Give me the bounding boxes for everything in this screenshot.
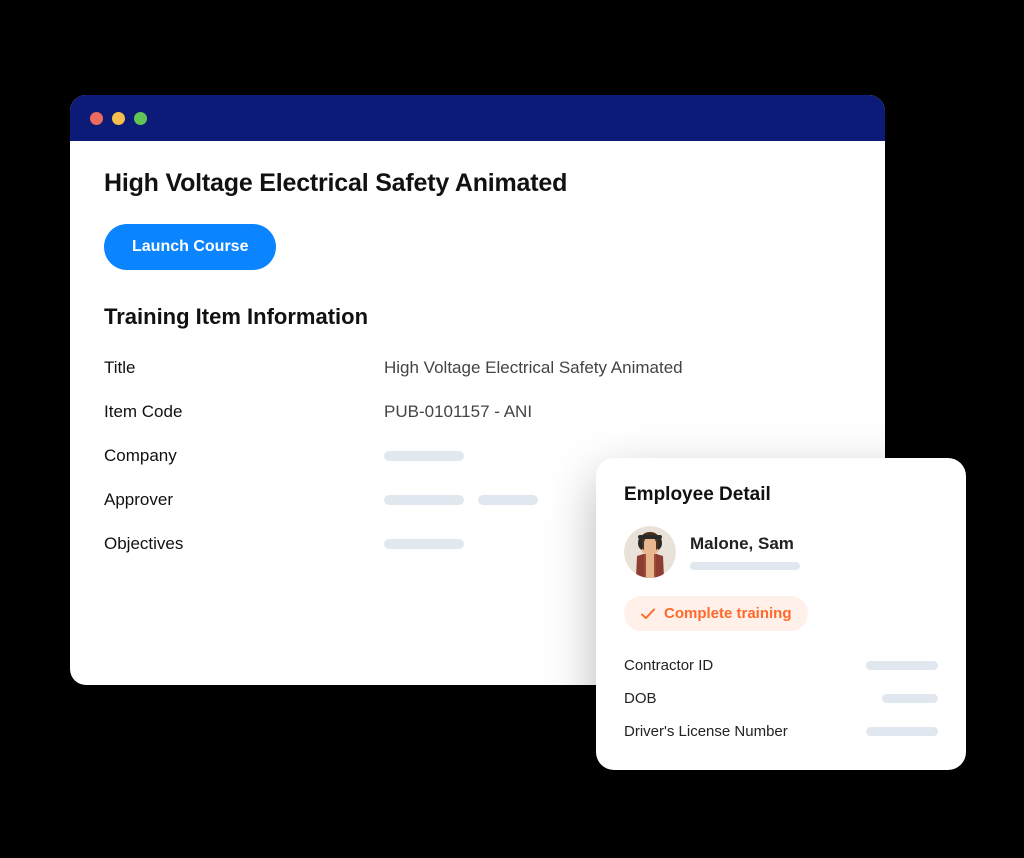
value-placeholder-group — [384, 495, 538, 505]
detail-label: Contractor ID — [624, 657, 713, 674]
section-heading: Training Item Information — [104, 304, 851, 330]
info-row-title: Title High Voltage Electrical Safety Ani… — [104, 358, 851, 378]
detail-label: Driver's License Number — [624, 723, 788, 740]
employee-detail-card: Employee Detail — [596, 458, 966, 770]
info-label: Item Code — [104, 402, 384, 422]
info-value: High Voltage Electrical Safety Animated — [384, 358, 683, 378]
value-placeholder — [384, 539, 464, 549]
window-maximize-icon[interactable] — [134, 112, 147, 125]
employee-name: Malone, Sam — [690, 534, 800, 554]
launch-course-button[interactable]: Launch Course — [104, 224, 276, 270]
employee-row: Malone, Sam — [624, 526, 938, 578]
info-label: Objectives — [104, 534, 384, 554]
info-row-item-code: Item Code PUB-0101157 - ANI — [104, 402, 851, 422]
value-placeholder — [866, 661, 938, 670]
value-placeholder — [882, 694, 938, 703]
info-label: Company — [104, 446, 384, 466]
value-placeholder — [384, 495, 464, 505]
employee-detail-heading: Employee Detail — [624, 484, 938, 506]
page-title: High Voltage Electrical Safety Animated — [104, 169, 851, 198]
detail-row-contractor-id: Contractor ID — [624, 649, 938, 682]
detail-label: DOB — [624, 690, 657, 707]
value-placeholder — [384, 451, 464, 461]
value-placeholder — [478, 495, 538, 505]
detail-row-dob: DOB — [624, 682, 938, 715]
info-label: Title — [104, 358, 384, 378]
info-value: PUB-0101157 - ANI — [384, 402, 532, 422]
complete-training-badge[interactable]: Complete training — [624, 596, 808, 631]
badge-label: Complete training — [664, 605, 792, 622]
avatar — [624, 526, 676, 578]
window-titlebar — [70, 95, 885, 141]
employee-info: Malone, Sam — [690, 534, 800, 570]
employee-subtitle-placeholder — [690, 562, 800, 570]
window-minimize-icon[interactable] — [112, 112, 125, 125]
check-icon — [640, 606, 656, 622]
window-close-icon[interactable] — [90, 112, 103, 125]
detail-row-license: Driver's License Number — [624, 715, 938, 748]
value-placeholder — [866, 727, 938, 736]
info-label: Approver — [104, 490, 384, 510]
